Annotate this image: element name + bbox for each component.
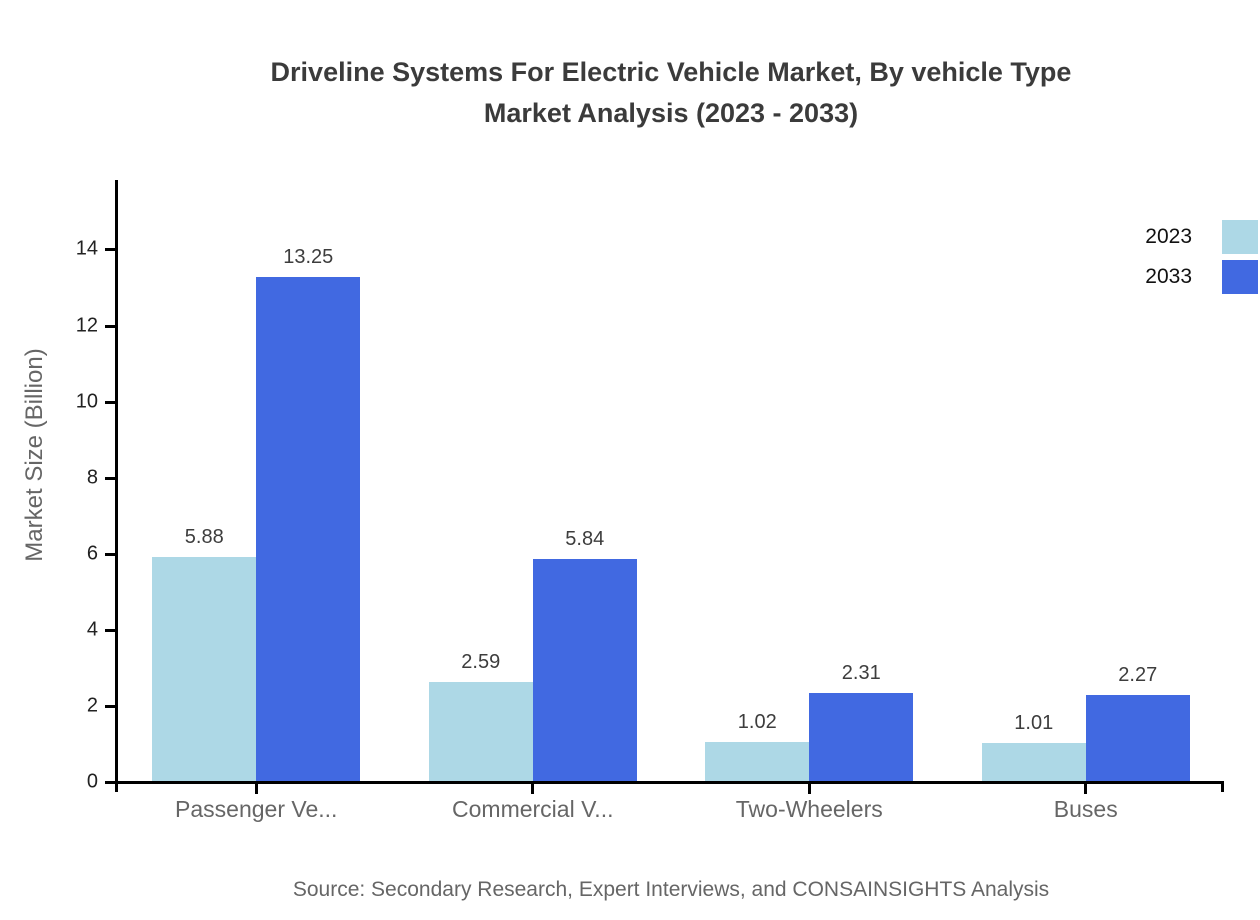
bar-2033-4	[1085, 695, 1190, 781]
x-axis-end-tick	[1221, 781, 1224, 792]
chart-title: Driveline Systems For Electric Vehicle M…	[118, 52, 1224, 134]
bar-value-label: 2.27	[1118, 664, 1158, 686]
y-tick-label: 10	[75, 390, 98, 413]
x-tick-mark	[254, 784, 258, 794]
bar-value-label: 1.02	[737, 711, 777, 733]
y-tick-mark	[105, 324, 115, 328]
bar-value-label: 2.59	[461, 651, 501, 673]
legend-label: 2033	[1145, 265, 1192, 288]
bar-2023-3	[705, 742, 810, 781]
bar-2033-3	[809, 693, 914, 781]
bar-value-label: 13.25	[283, 246, 334, 268]
legend-row-2033: 2033	[1145, 257, 1258, 297]
chart-title-line1: Driveline Systems For Electric Vehicle M…	[270, 57, 1072, 87]
source-note: Source: Secondary Research, Expert Inter…	[292, 878, 1050, 901]
y-tick-label: 0	[86, 770, 98, 793]
bar-2033-2	[532, 559, 637, 781]
y-tick-label: 14	[75, 237, 98, 260]
bar-value-label: 5.88	[184, 526, 224, 548]
y-tick-mark	[105, 552, 115, 556]
plot-area: 0 2 4 6 8 10 12 14 5.88 13.25 2.59 5.84 1.02 2.31 1.0…	[76, 180, 1224, 822]
y-tick-label: 8	[86, 466, 98, 489]
y-tick-label: 2	[86, 694, 98, 717]
y-tick-mark	[105, 400, 115, 404]
legend-row-2023: 2023	[1145, 217, 1258, 257]
x-tick-mark	[1084, 784, 1088, 794]
y-axis-line	[115, 180, 118, 792]
x-category-label: Two-Wheelers	[735, 796, 883, 822]
legend: 2023 2033	[1145, 217, 1258, 297]
y-tick-mark	[105, 781, 115, 784]
x-tick-mark	[807, 784, 811, 794]
y-tick-label: 4	[86, 618, 98, 641]
bar-value-label: 5.84	[565, 528, 605, 550]
bar-2023-2	[428, 682, 533, 781]
y-tick-mark	[105, 704, 115, 708]
x-category-label: Buses	[1053, 796, 1118, 822]
bar-value-label: 1.01	[1014, 712, 1054, 734]
x-tick-mark	[531, 784, 535, 794]
x-category-label: Passenger Ve...	[175, 796, 338, 822]
legend-swatch	[1222, 220, 1258, 254]
x-category-label: Commercial V...	[452, 796, 614, 822]
y-tick-label: 12	[75, 314, 98, 337]
y-axis-title: Market Size (Billion)	[21, 348, 48, 562]
legend-label: 2023	[1145, 225, 1192, 248]
chart-title-line2: Market Analysis (2023 - 2033)	[483, 98, 859, 128]
legend-swatch	[1222, 260, 1258, 294]
bar-2023-1	[152, 557, 257, 781]
bar-value-label: 2.31	[841, 662, 881, 684]
y-tick-mark	[105, 476, 115, 480]
bar-2023-4	[981, 743, 1086, 781]
y-tick-mark	[105, 248, 115, 252]
x-axis-line	[115, 781, 1224, 784]
bar-2033-1	[256, 277, 361, 781]
y-tick-mark	[105, 628, 115, 632]
y-tick-label: 6	[86, 542, 98, 565]
